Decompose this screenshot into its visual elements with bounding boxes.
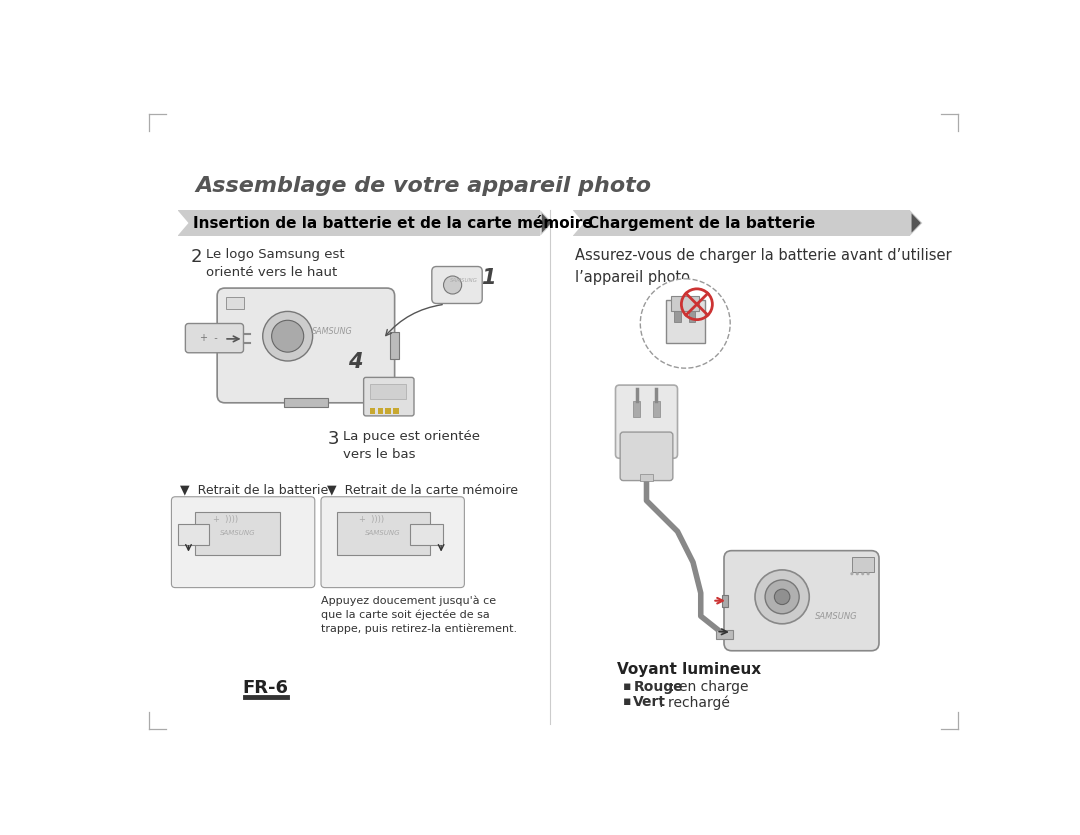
Text: : en charge: : en charge — [670, 680, 748, 694]
Text: Assemblage de votre appareil photo: Assemblage de votre appareil photo — [195, 175, 651, 195]
Circle shape — [774, 590, 789, 605]
Text: SAMSUNG: SAMSUNG — [219, 530, 255, 536]
Text: Voyant lumineux: Voyant lumineux — [617, 662, 761, 677]
FancyBboxPatch shape — [620, 432, 673, 481]
Polygon shape — [540, 210, 553, 235]
Text: La puce est orientée
vers le bas: La puce est orientée vers le bas — [342, 430, 480, 461]
Circle shape — [272, 321, 303, 352]
Circle shape — [444, 276, 461, 294]
Circle shape — [262, 311, 312, 361]
FancyBboxPatch shape — [724, 550, 879, 650]
Bar — [672, 296, 699, 311]
Polygon shape — [912, 214, 921, 233]
Text: : rechargé: : rechargé — [659, 696, 730, 710]
Bar — [386, 408, 391, 414]
Bar — [226, 297, 244, 309]
FancyBboxPatch shape — [616, 385, 677, 458]
Circle shape — [855, 572, 859, 575]
Circle shape — [640, 279, 730, 368]
Text: SAMSUNG: SAMSUNG — [815, 611, 858, 620]
Bar — [633, 401, 640, 418]
Bar — [572, 210, 910, 235]
Text: Appuyez doucement jusqu'à ce
que la carte soit éjectée de sa
trappe, puis retire: Appuyez doucement jusqu'à ce que la cart… — [321, 595, 517, 635]
Text: ▪: ▪ — [623, 696, 632, 708]
FancyBboxPatch shape — [172, 497, 314, 588]
Bar — [284, 398, 328, 407]
Text: 1: 1 — [482, 268, 496, 288]
Circle shape — [861, 572, 864, 575]
Text: ▪: ▪ — [623, 680, 632, 693]
Text: Insertion de la batterie et de la carte mémoire: Insertion de la batterie et de la carte … — [193, 215, 593, 230]
Text: Le logo Samsung est
orienté vers le haut: Le logo Samsung est orienté vers le haut — [206, 248, 345, 279]
FancyBboxPatch shape — [186, 323, 243, 352]
Text: 4: 4 — [348, 352, 362, 372]
Text: Chargement de la batterie: Chargement de la batterie — [589, 215, 815, 230]
Bar — [369, 383, 406, 399]
Polygon shape — [177, 210, 189, 235]
Circle shape — [755, 570, 809, 624]
Bar — [337, 512, 430, 554]
Text: SAMSUNG: SAMSUNG — [365, 530, 401, 536]
FancyBboxPatch shape — [364, 377, 414, 416]
Bar — [852, 557, 874, 572]
Bar — [721, 595, 728, 607]
Bar — [674, 308, 680, 322]
Text: Rouge: Rouge — [633, 680, 683, 694]
FancyBboxPatch shape — [321, 497, 464, 588]
Text: SAMSUNG: SAMSUNG — [450, 279, 478, 284]
Bar — [393, 408, 399, 414]
Text: ▼  Retrait de la batterie: ▼ Retrait de la batterie — [180, 483, 328, 497]
FancyBboxPatch shape — [217, 288, 394, 402]
Polygon shape — [910, 210, 922, 235]
Circle shape — [866, 572, 869, 575]
Bar — [666, 301, 704, 342]
FancyBboxPatch shape — [432, 266, 482, 303]
Bar — [410, 524, 443, 545]
Bar — [177, 524, 208, 545]
Text: +  -: + - — [200, 333, 217, 343]
Bar — [177, 210, 540, 235]
Text: Vert: Vert — [633, 696, 666, 710]
Text: +  )))): + )))) — [213, 515, 239, 524]
Bar — [194, 512, 280, 554]
Text: 2: 2 — [191, 248, 202, 266]
Bar — [689, 308, 696, 322]
Bar — [390, 332, 400, 358]
Bar — [640, 473, 652, 481]
Text: 3: 3 — [327, 430, 339, 448]
Bar — [378, 408, 383, 414]
Bar — [716, 630, 733, 640]
Text: +  )))): + )))) — [359, 515, 383, 524]
Text: Assurez-vous de charger la batterie avant d’utiliser
l’appareil photo.: Assurez-vous de charger la batterie avan… — [576, 248, 951, 285]
Polygon shape — [572, 210, 583, 235]
Polygon shape — [542, 214, 551, 233]
Circle shape — [765, 580, 799, 614]
Bar — [369, 408, 375, 414]
Text: SAMSUNG: SAMSUNG — [312, 327, 352, 337]
Text: ▼  Retrait de la carte mémoire: ▼ Retrait de la carte mémoire — [327, 483, 518, 497]
Text: FR-6: FR-6 — [242, 679, 288, 697]
Bar — [652, 401, 661, 418]
Circle shape — [850, 572, 853, 575]
